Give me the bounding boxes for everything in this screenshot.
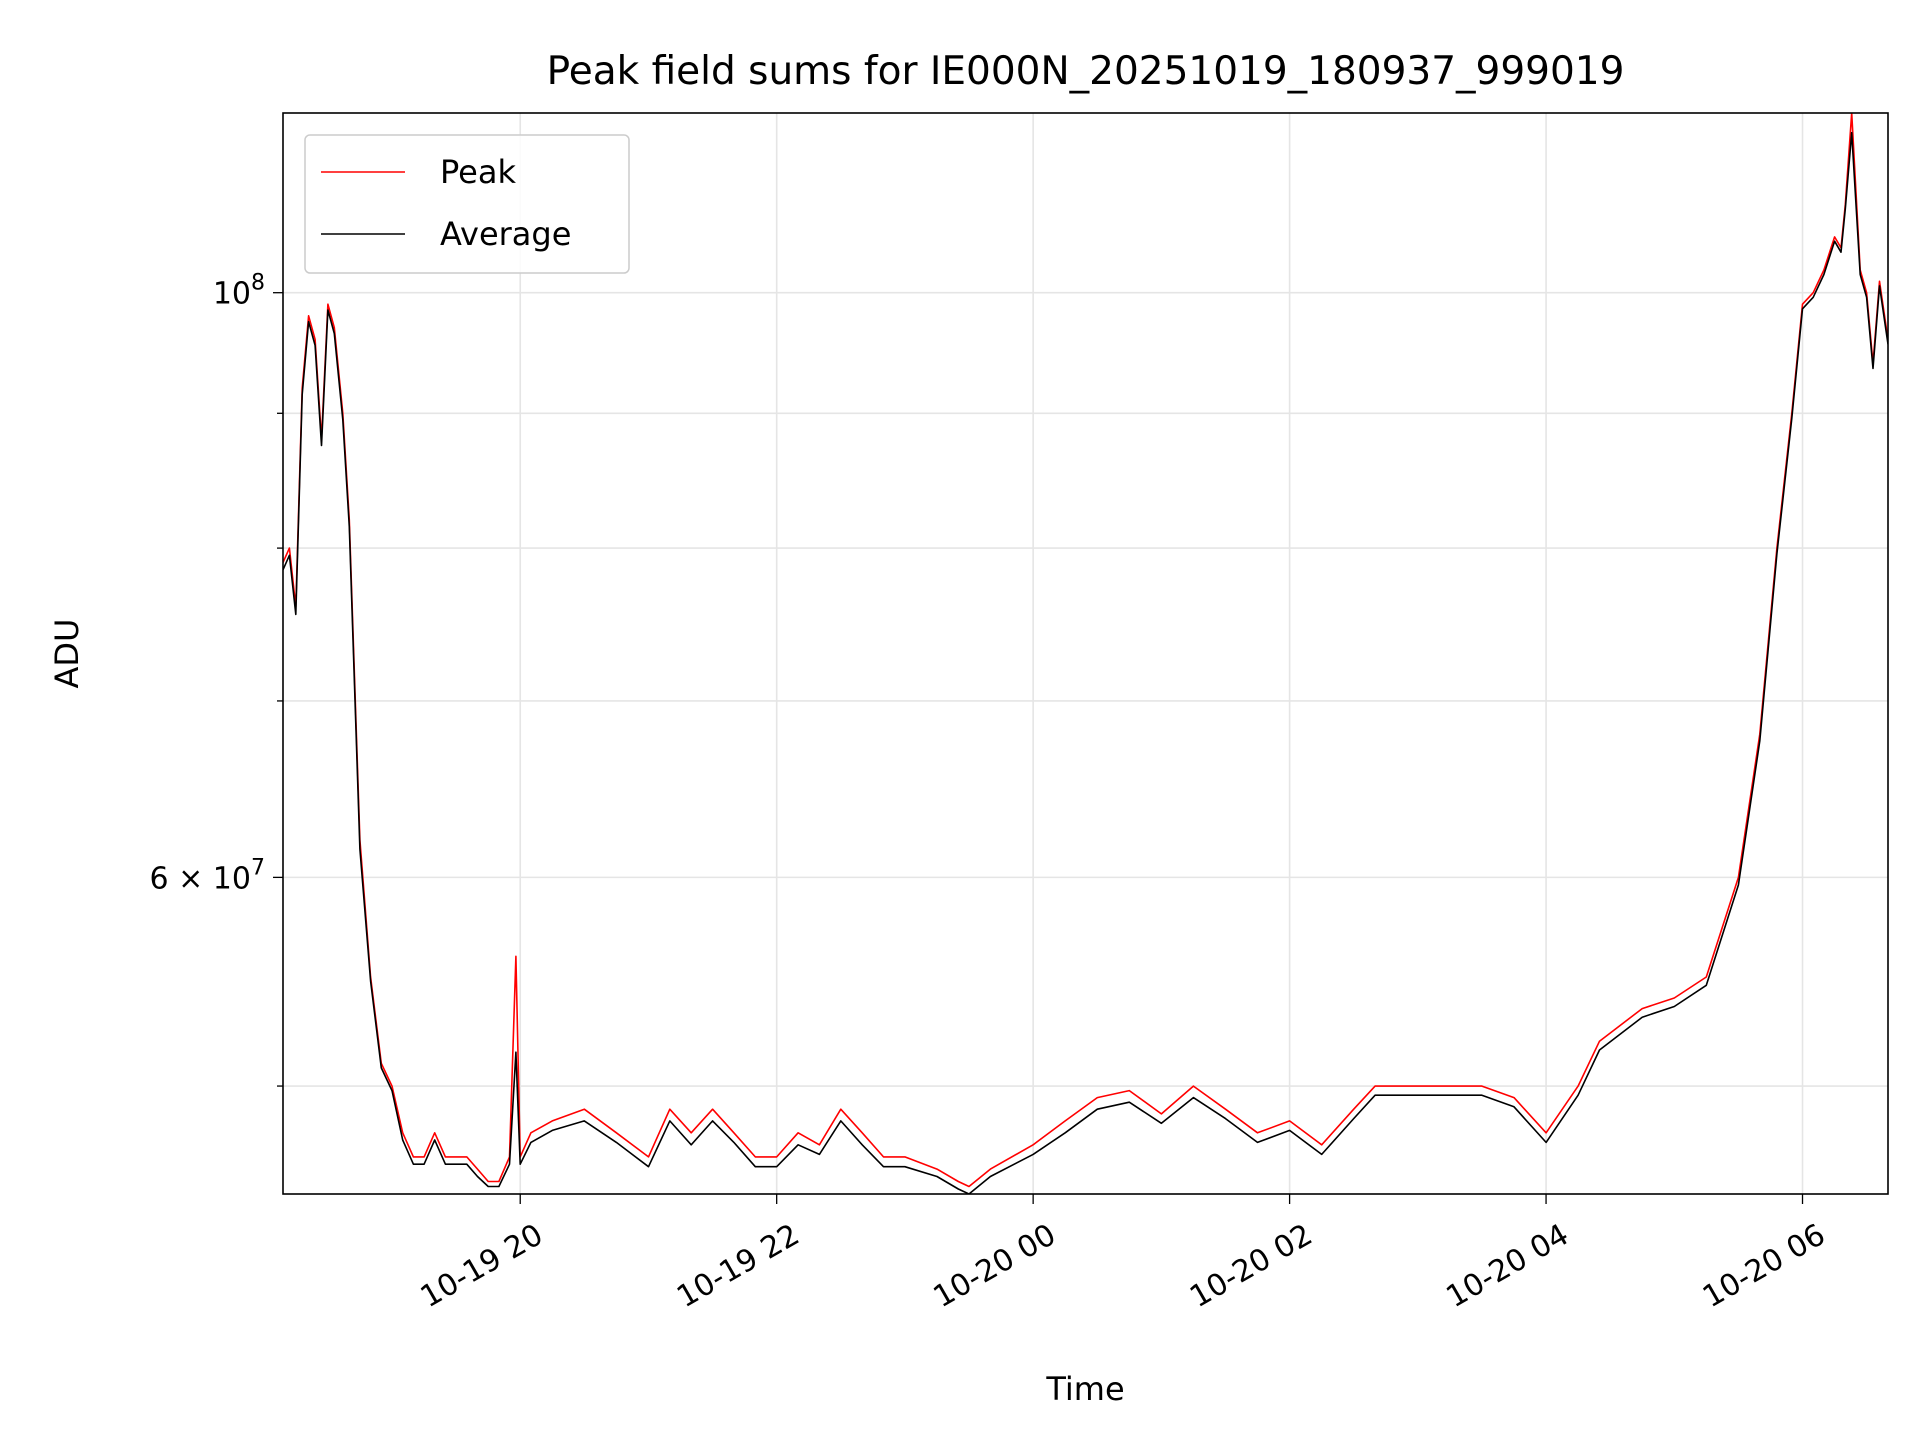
series-line-average bbox=[283, 131, 1888, 1194]
y-tick-label: 108 bbox=[213, 271, 265, 312]
legend: Peak Average bbox=[304, 134, 630, 274]
y-tick-label: 6 × 107 bbox=[150, 855, 265, 896]
chart-title: Peak field sums for IE000N_20251019_1809… bbox=[547, 49, 1625, 94]
legend-box bbox=[304, 134, 630, 274]
y-axis-title: ADU bbox=[48, 619, 86, 689]
series-line-peak bbox=[283, 113, 1888, 1188]
plot-frame bbox=[282, 112, 1889, 1195]
x-axis-title: Time bbox=[1045, 1370, 1124, 1408]
grid bbox=[283, 113, 1888, 1194]
legend-label-average: Average bbox=[440, 215, 571, 253]
legend-label-peak: Peak bbox=[440, 153, 516, 191]
series-layer bbox=[283, 113, 1888, 1194]
